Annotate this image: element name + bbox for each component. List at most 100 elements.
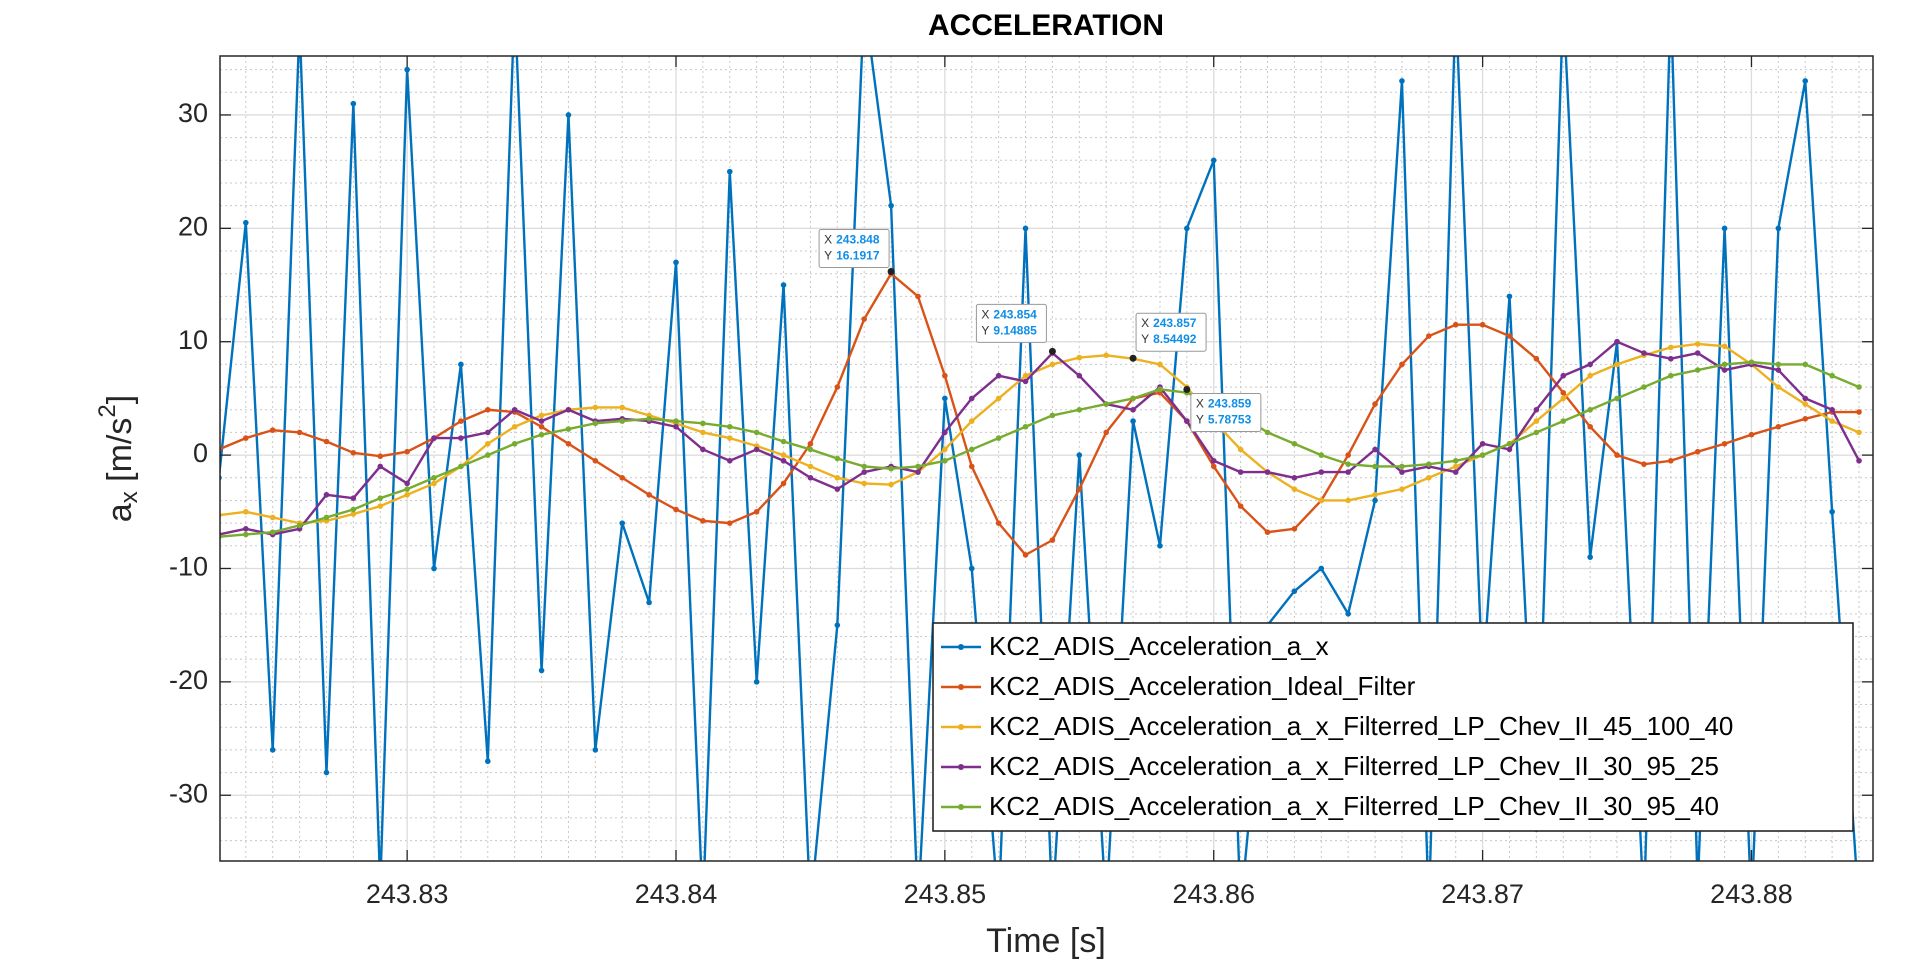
series-marker [1560, 389, 1567, 396]
y-axis-label-part: ] [101, 395, 139, 404]
datatip-text: X 243.857 [1141, 316, 1197, 330]
series-marker [888, 481, 894, 488]
y-tick-label: 30 [178, 98, 208, 128]
series-marker [484, 452, 491, 458]
series-marker [1533, 406, 1540, 413]
series-marker [861, 0, 867, 4]
series-marker [511, 440, 518, 447]
series-marker [834, 384, 841, 390]
series-marker [915, 293, 921, 300]
series-marker [1345, 461, 1351, 467]
series-marker [1399, 469, 1405, 475]
x-tick-label: 243.87 [1441, 879, 1524, 909]
series-marker [1479, 452, 1486, 458]
series-marker [807, 446, 814, 453]
series-marker [1210, 157, 1217, 164]
series-marker [1157, 543, 1163, 549]
datatip-key: Y [1141, 332, 1149, 346]
series-marker [269, 514, 276, 521]
datatip-key: X [824, 233, 832, 247]
series-marker [1856, 409, 1862, 415]
series-marker [1479, 440, 1486, 447]
series-line [220, 342, 1860, 525]
series-marker [1076, 406, 1083, 413]
series-marker [1291, 588, 1298, 594]
datatip-point [887, 268, 895, 276]
series-marker [243, 435, 249, 441]
series-marker [431, 435, 437, 441]
series-marker [780, 282, 787, 288]
series-marker [1775, 367, 1782, 373]
x-tick-label: 243.84 [635, 879, 718, 909]
datatip-point [1183, 385, 1191, 393]
series-marker [350, 506, 357, 513]
series-marker [968, 446, 975, 453]
series-marker [1399, 463, 1405, 470]
series-marker [1479, 321, 1486, 328]
y-axis-label-part: a [101, 503, 139, 522]
datatip-text: X 243.854 [981, 308, 1037, 322]
series-marker [942, 372, 948, 379]
datatip-value: 16.1917 [836, 249, 880, 263]
series-marker [1641, 906, 1647, 912]
y-tick-label: -20 [169, 665, 208, 695]
series-marker [350, 100, 357, 107]
series-marker [700, 429, 706, 436]
series-marker [1291, 440, 1298, 447]
series-marker [269, 529, 276, 535]
y-tick-label: 10 [178, 325, 208, 355]
datatip-value: 8.54492 [1153, 332, 1197, 346]
series-line [220, 56, 1857, 861]
legend-swatch-marker [958, 724, 964, 730]
series-marker [1345, 611, 1351, 617]
series-marker [1210, 457, 1217, 464]
series-marker [1103, 352, 1109, 359]
series-marker [404, 448, 410, 455]
chart-title: ACCELERATION [928, 9, 1164, 42]
series-marker [1049, 537, 1056, 543]
series-marker [1829, 418, 1835, 424]
series-marker [807, 440, 814, 447]
series-marker [323, 769, 330, 776]
series-marker [511, 423, 518, 430]
series-marker [377, 495, 384, 501]
series-marker [1076, 486, 1083, 492]
series-marker [1210, 463, 1217, 470]
series-marker [995, 435, 1002, 441]
series-marker [1775, 361, 1782, 368]
series-marker [915, 469, 921, 475]
datatips: X 243.848 Y 16.1917 X 243.854 Y 9.14885 X 243.857… [818, 229, 1262, 432]
datatip-key: X [981, 308, 989, 322]
series-marker [888, 202, 894, 209]
series-marker [512, 0, 518, 4]
series-marker [1614, 338, 1620, 345]
series-marker [484, 440, 491, 447]
series-marker [780, 438, 787, 445]
series-marker [1694, 350, 1701, 356]
legend-label: KC2_ADIS_Acceleration_a_x_Filterred_LP_C… [989, 711, 1733, 741]
series-marker [1506, 333, 1513, 339]
series-marker [968, 463, 975, 470]
series-marker [377, 503, 384, 509]
series-marker [1614, 361, 1620, 368]
legend-label: KC2_ADIS_Acceleration_Ideal_Filter [989, 671, 1416, 701]
series-marker [1694, 341, 1701, 347]
series-marker [1829, 508, 1835, 515]
datatip-text: X 243.859 [1196, 397, 1252, 411]
series-marker [1103, 429, 1109, 436]
series-marker [995, 395, 1002, 402]
series-marker [968, 395, 975, 402]
series-marker [807, 474, 814, 481]
series-marker [431, 480, 437, 487]
series-marker [1452, 321, 1459, 328]
series-marker [1264, 429, 1271, 436]
series-marker [1560, 395, 1567, 402]
series-marker [458, 418, 464, 424]
series-marker [753, 446, 760, 453]
datatip-text: Y 9.14885 [981, 324, 1037, 338]
datatip-box [1190, 392, 1262, 432]
series-marker [1506, 293, 1513, 300]
series-marker [1668, 372, 1674, 379]
series-marker [619, 474, 626, 481]
